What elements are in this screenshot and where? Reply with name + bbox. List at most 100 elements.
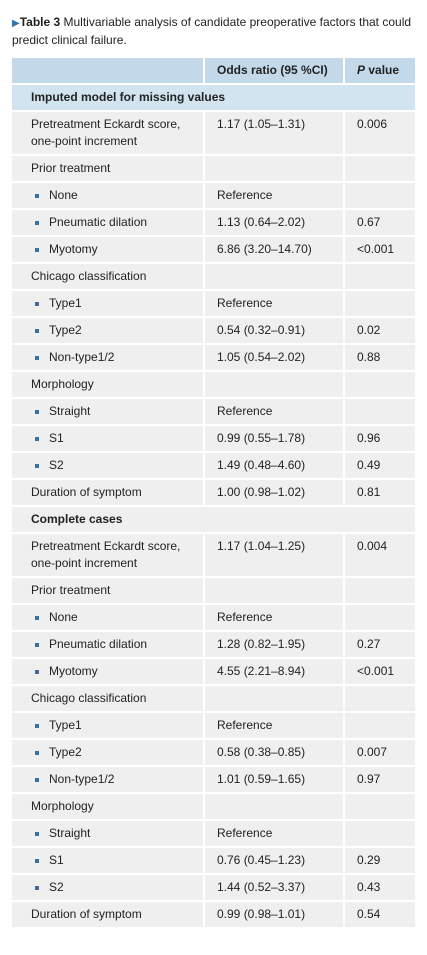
p-value: <0.001 [357, 664, 395, 678]
p-cell: 0.81 [345, 480, 415, 505]
label-line: Non-type1/2 [49, 772, 115, 786]
odds-ratio: 0.58 (0.38–0.85) [217, 745, 306, 759]
label-cell: Chicago classification [12, 686, 203, 711]
label: Chicago classification [31, 268, 146, 285]
odds-ratio: 4.55 (2.21–8.94) [217, 664, 306, 678]
p-cell: 0.67 [345, 210, 415, 235]
label-line: Pneumatic dilation [49, 637, 148, 651]
label-cell: S2 [12, 875, 203, 900]
table-row: Prior treatment [12, 578, 415, 603]
bullet [35, 777, 39, 782]
odds-cell [205, 156, 343, 181]
bullet [35, 669, 39, 674]
label-line: Type1 [49, 718, 82, 732]
label-line: Chicago classification [31, 269, 147, 283]
table-row: Morphology [12, 794, 415, 819]
bullet [35, 328, 39, 333]
p-cell: 0.88 [345, 345, 415, 370]
label: Type2 [49, 744, 82, 761]
table-row: Type1 Reference [12, 713, 415, 738]
label-line: S2 [49, 458, 64, 472]
label-cell: Type2 [12, 318, 203, 343]
label-line: one-point increment [31, 134, 138, 148]
label-cell: Morphology [12, 794, 203, 819]
odds-ratio: Reference [217, 296, 273, 310]
label: None [49, 609, 78, 626]
label: Duration of symptom [31, 906, 142, 923]
p-value: 0.54 [357, 907, 381, 921]
odds-cell: 0.76 (0.45–1.23) [205, 848, 343, 873]
label-cell: Type1 [12, 291, 203, 316]
odds-cell [205, 794, 343, 819]
p-value: 0.96 [357, 431, 381, 445]
label-cell: Type2 [12, 740, 203, 765]
p-cell [345, 713, 415, 738]
p-cell: <0.001 [345, 237, 415, 262]
p-cell [345, 291, 415, 316]
table-row: Duration of symptom 1.00 (0.98–1.02) 0.81 [12, 480, 415, 505]
table-row: Type2 0.54 (0.32–0.91) 0.02 [12, 318, 415, 343]
label-cell: Pneumatic dilation [12, 210, 203, 235]
odds-cell: 1.01 (0.59–1.65) [205, 767, 343, 792]
odds-cell: 1.44 (0.52–3.37) [205, 875, 343, 900]
table-row: Non-type1/2 1.01 (0.59–1.65) 0.97 [12, 767, 415, 792]
p-cell [345, 372, 415, 397]
p-cell: 0.29 [345, 848, 415, 873]
label-cell: Myotomy [12, 237, 203, 262]
odds-ratio: 6.86 (3.20–14.70) [217, 242, 312, 256]
label-cell: Straight [12, 399, 203, 424]
label-cell: S2 [12, 453, 203, 478]
table-row: Straight Reference [12, 399, 415, 424]
p-cell [345, 686, 415, 711]
p-value: 0.006 [357, 117, 388, 131]
label-line: Duration of symptom [31, 907, 142, 921]
label: Chicago classification [31, 690, 146, 707]
label-cell: S1 [12, 848, 203, 873]
odds-ratio: Reference [217, 718, 273, 732]
label-line: Pretreatment Eckardt score, [31, 539, 181, 553]
label-cell: Pneumatic dilation [12, 632, 203, 657]
label: Pneumatic dilation [49, 214, 147, 231]
odds-cell [205, 372, 343, 397]
p-value: 0.67 [357, 215, 381, 229]
table-row: S2 1.49 (0.48–4.60) 0.49 [12, 453, 415, 478]
caption-arrow: ▶ [12, 18, 20, 29]
label-line: Non-type1/2 [49, 350, 115, 364]
label-line: Type2 [49, 323, 82, 337]
header-row: Odds ratio (95 %CI) P value [12, 58, 415, 83]
p-value: 0.007 [357, 745, 388, 759]
bullet [35, 831, 39, 836]
odds-cell: 0.58 (0.38–0.85) [205, 740, 343, 765]
odds-cell: 1.17 (1.05–1.31) [205, 112, 343, 154]
label-cell: Morphology [12, 372, 203, 397]
header-text: Odds ratio (95 %CI) [217, 63, 328, 77]
bullet [35, 463, 39, 468]
label: S2 [49, 879, 64, 896]
p-value: <0.001 [357, 242, 395, 256]
header-text: P [357, 63, 366, 77]
label-cell: Non-type1/2 [12, 767, 203, 792]
p-cell: 0.02 [345, 318, 415, 343]
label-cell: Pretreatment Eckardt score, one-point inc… [12, 534, 203, 576]
label: Pretreatment Eckardt score, one-point inc… [31, 116, 180, 150]
label-line: Type2 [49, 745, 82, 759]
label: S1 [49, 430, 64, 447]
label-line: Myotomy [49, 242, 98, 256]
p-cell [345, 183, 415, 208]
label-line: Chicago classification [31, 691, 147, 705]
bullet [35, 723, 39, 728]
p-cell: 0.43 [345, 875, 415, 900]
table-row: None Reference [12, 183, 415, 208]
label: Myotomy [49, 663, 98, 680]
p-cell: 0.97 [345, 767, 415, 792]
label: Duration of symptom [31, 484, 142, 501]
bullet [35, 193, 39, 198]
bullet [35, 615, 39, 620]
label-cell: Myotomy [12, 659, 203, 684]
odds-cell: 0.99 (0.55–1.78) [205, 426, 343, 451]
odds-ratio: Reference [217, 188, 273, 202]
odds-ratio: 1.28 (0.82–1.95) [217, 637, 306, 651]
p-value: 0.81 [357, 485, 381, 499]
bullet [35, 858, 39, 863]
p-cell: 0.54 [345, 902, 415, 927]
